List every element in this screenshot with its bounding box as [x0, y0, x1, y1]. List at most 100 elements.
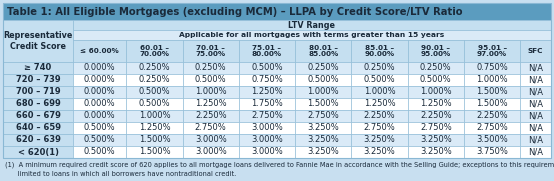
Bar — [73, 62, 126, 74]
Bar — [239, 62, 295, 74]
Text: 3.000%: 3.000% — [251, 136, 283, 144]
Text: 85.01 –
90.00%: 85.01 – 90.00% — [365, 45, 394, 58]
Text: 2.750%: 2.750% — [363, 123, 396, 132]
Text: 0.750%: 0.750% — [476, 64, 508, 73]
Text: N/A: N/A — [528, 100, 543, 108]
Bar — [239, 86, 295, 98]
Text: ≤ 60.00%: ≤ 60.00% — [80, 48, 119, 54]
Text: 70.01 –
75.00%: 70.01 – 75.00% — [196, 45, 226, 58]
Bar — [408, 134, 464, 146]
Text: 0.500%: 0.500% — [364, 75, 396, 85]
Bar — [183, 146, 239, 158]
Text: 3.000%: 3.000% — [195, 136, 227, 144]
Bar — [239, 134, 295, 146]
Text: 700 – 719: 700 – 719 — [16, 87, 60, 96]
Text: 3.250%: 3.250% — [307, 148, 339, 157]
Bar — [3, 74, 73, 86]
Bar — [351, 74, 408, 86]
Text: 3.250%: 3.250% — [420, 136, 452, 144]
Bar — [351, 134, 408, 146]
Text: N/A: N/A — [528, 64, 543, 73]
Bar — [520, 62, 551, 74]
Text: N/A: N/A — [528, 111, 543, 121]
Bar — [239, 98, 295, 110]
Text: N/A: N/A — [528, 148, 543, 157]
Text: 660 – 679: 660 – 679 — [16, 111, 60, 121]
Text: 0.250%: 0.250% — [195, 64, 227, 73]
Text: 1.250%: 1.250% — [195, 100, 227, 108]
Text: 3.750%: 3.750% — [476, 148, 508, 157]
Bar — [239, 74, 295, 86]
Text: 80.01 –
85.00%: 80.01 – 85.00% — [308, 45, 338, 58]
Text: 1.250%: 1.250% — [251, 87, 283, 96]
Text: 3.000%: 3.000% — [251, 148, 283, 157]
Text: 90.01 –
95.00%: 90.01 – 95.00% — [420, 45, 451, 58]
Bar — [351, 86, 408, 98]
Text: N/A: N/A — [528, 87, 543, 96]
Bar — [3, 110, 73, 122]
Text: 1.750%: 1.750% — [251, 100, 283, 108]
Bar — [3, 3, 551, 158]
Text: Representative
Credit Score: Representative Credit Score — [3, 31, 73, 51]
Bar — [126, 62, 183, 74]
Bar — [183, 74, 239, 86]
Bar — [464, 74, 520, 86]
Bar — [464, 134, 520, 146]
Bar — [408, 86, 464, 98]
Bar — [295, 86, 351, 98]
Bar — [408, 110, 464, 122]
Text: 2.750%: 2.750% — [251, 111, 283, 121]
Text: 95.01 –
97.00%: 95.01 – 97.00% — [477, 45, 507, 58]
Text: 0.000%: 0.000% — [84, 64, 115, 73]
Text: LTV Range: LTV Range — [289, 20, 336, 30]
Text: 0.500%: 0.500% — [420, 75, 452, 85]
Text: 0.500%: 0.500% — [307, 75, 339, 85]
Bar — [408, 146, 464, 158]
Text: 1.500%: 1.500% — [307, 100, 339, 108]
Text: (1)  A minimum required credit score of 620 applies to all mortgage loans delive: (1) A minimum required credit score of 6… — [5, 162, 554, 169]
Bar — [351, 40, 408, 62]
Text: 75.01 –
80.00%: 75.01 – 80.00% — [252, 45, 282, 58]
Text: 2.750%: 2.750% — [195, 123, 227, 132]
Text: 0.250%: 0.250% — [138, 64, 170, 73]
Bar — [520, 110, 551, 122]
Text: 1.500%: 1.500% — [138, 136, 170, 144]
Bar — [126, 134, 183, 146]
Text: 1.250%: 1.250% — [138, 123, 170, 132]
Text: SFC: SFC — [528, 48, 543, 54]
Text: 3.000%: 3.000% — [195, 148, 227, 157]
Bar — [183, 110, 239, 122]
Text: 720 – 739: 720 – 739 — [16, 75, 60, 85]
Bar — [464, 110, 520, 122]
Text: 2.750%: 2.750% — [307, 111, 339, 121]
Text: 1.000%: 1.000% — [420, 87, 452, 96]
Bar — [520, 146, 551, 158]
Bar — [183, 98, 239, 110]
Bar — [295, 40, 351, 62]
Bar — [520, 134, 551, 146]
Text: 2.750%: 2.750% — [420, 123, 452, 132]
Bar — [520, 98, 551, 110]
Bar — [73, 134, 126, 146]
Text: 0.000%: 0.000% — [84, 75, 115, 85]
Bar — [3, 160, 551, 170]
Text: 1.500%: 1.500% — [138, 148, 170, 157]
Text: 1.000%: 1.000% — [195, 87, 227, 96]
Text: 60.01 –
70.00%: 60.01 – 70.00% — [140, 45, 170, 58]
Text: 0.000%: 0.000% — [84, 100, 115, 108]
Text: 1.000%: 1.000% — [138, 111, 170, 121]
Text: 3.500%: 3.500% — [476, 136, 508, 144]
Text: 0.500%: 0.500% — [84, 136, 115, 144]
Text: 1.000%: 1.000% — [476, 75, 508, 85]
Text: 1.500%: 1.500% — [476, 100, 508, 108]
Bar — [3, 86, 73, 98]
Bar — [464, 40, 520, 62]
Bar — [351, 122, 408, 134]
Text: 0.500%: 0.500% — [138, 100, 170, 108]
Bar — [408, 74, 464, 86]
Text: 1.000%: 1.000% — [364, 87, 396, 96]
Text: 640 – 659: 640 – 659 — [16, 123, 60, 132]
Text: 1.250%: 1.250% — [364, 100, 396, 108]
Bar — [295, 74, 351, 86]
Bar — [3, 146, 73, 158]
